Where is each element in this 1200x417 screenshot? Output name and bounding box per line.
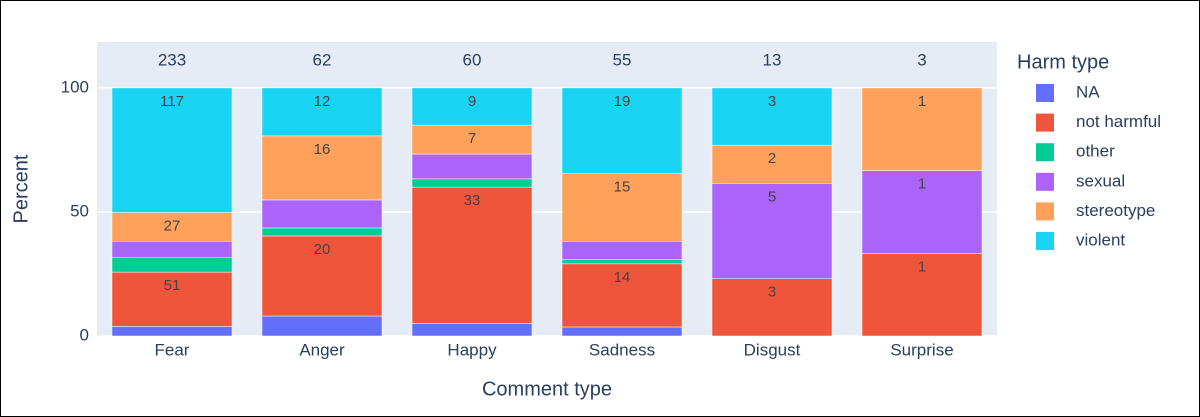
y-tick-label: 100 <box>61 77 89 96</box>
total-label: 3 <box>917 50 926 69</box>
bar-segment <box>111 87 233 213</box>
total-label: 60 <box>463 50 482 69</box>
legend-label: not harmful <box>1076 112 1161 131</box>
x-axis-title: Comment type <box>482 378 612 400</box>
bar-segment <box>861 170 983 254</box>
legend-label: violent <box>1076 230 1125 249</box>
bar-segment <box>411 87 533 126</box>
data-label: 27 <box>164 217 181 234</box>
data-label: 14 <box>614 269 631 286</box>
total-label: 233 <box>158 50 186 69</box>
legend-swatch <box>1036 202 1054 221</box>
data-label: 9 <box>468 93 476 110</box>
bar-segment <box>561 259 683 265</box>
data-label: 3 <box>768 284 776 301</box>
bar-segment <box>711 144 833 184</box>
bar-segment <box>711 87 833 146</box>
legend-swatch <box>1036 143 1054 162</box>
x-tick-label: Happy <box>447 340 497 359</box>
bar-segment <box>411 124 533 155</box>
bar-segment <box>561 173 683 242</box>
legend-label: sexual <box>1076 171 1125 190</box>
legend-swatch <box>1036 232 1054 250</box>
data-label: 15 <box>614 179 631 196</box>
bar-segment <box>561 263 683 328</box>
x-tick-label: Sadness <box>589 340 655 359</box>
total-label: 62 <box>313 50 332 69</box>
legend-label: other <box>1076 142 1115 161</box>
bar-segment <box>261 87 383 137</box>
bar-segment <box>111 326 233 337</box>
bar-segment <box>411 153 533 180</box>
data-label: 16 <box>314 141 331 158</box>
legend-label: stereotype <box>1076 201 1155 220</box>
bar-segment <box>261 135 383 201</box>
bar-segment <box>561 241 683 260</box>
x-tick-label: Anger <box>299 340 345 359</box>
bar-segment <box>711 278 833 337</box>
total-label: 13 <box>763 50 782 69</box>
bar-segment <box>561 326 683 337</box>
bar-segment <box>411 178 533 188</box>
plot-area <box>97 42 997 336</box>
bar-segment <box>561 87 683 174</box>
data-label: 5 <box>768 188 776 205</box>
x-tick-label: Disgust <box>744 340 801 359</box>
data-label: 51 <box>164 277 181 294</box>
data-label: 20 <box>314 241 331 258</box>
data-label: 1 <box>918 176 926 193</box>
x-tick-label: Fear <box>155 340 190 359</box>
y-axis-title: Percent <box>10 154 32 223</box>
total-label: 55 <box>613 50 632 69</box>
legend-label: NA <box>1076 82 1100 101</box>
bar-segment <box>111 271 233 327</box>
bar-segment <box>261 235 383 317</box>
legend-swatch <box>1036 84 1054 102</box>
data-label: 1 <box>918 258 926 275</box>
bar-segment <box>411 186 533 324</box>
legend-title: Harm type <box>1017 51 1109 73</box>
legend-swatch <box>1036 113 1054 132</box>
bar-segment <box>861 87 983 171</box>
bar-segment <box>411 323 533 337</box>
data-label: 1 <box>918 93 926 110</box>
data-label: 3 <box>768 93 776 110</box>
x-tick-label: Surprise <box>890 340 953 359</box>
data-label: 7 <box>468 130 476 147</box>
y-tick-label: 0 <box>80 325 89 344</box>
bar-segment <box>261 199 383 229</box>
bar-segment <box>711 183 833 279</box>
y-tick-label: 50 <box>70 201 89 220</box>
data-label: 12 <box>314 93 331 110</box>
data-label: 2 <box>768 150 776 167</box>
data-label: 19 <box>614 93 631 110</box>
data-label: 33 <box>464 192 481 209</box>
bar-segment <box>111 212 233 242</box>
bar-segment <box>111 240 233 258</box>
data-label: 117 <box>160 93 184 110</box>
bar-segment <box>261 227 383 237</box>
bar-segment <box>261 315 383 337</box>
bar-segment <box>111 256 233 273</box>
legend-swatch <box>1036 172 1054 191</box>
